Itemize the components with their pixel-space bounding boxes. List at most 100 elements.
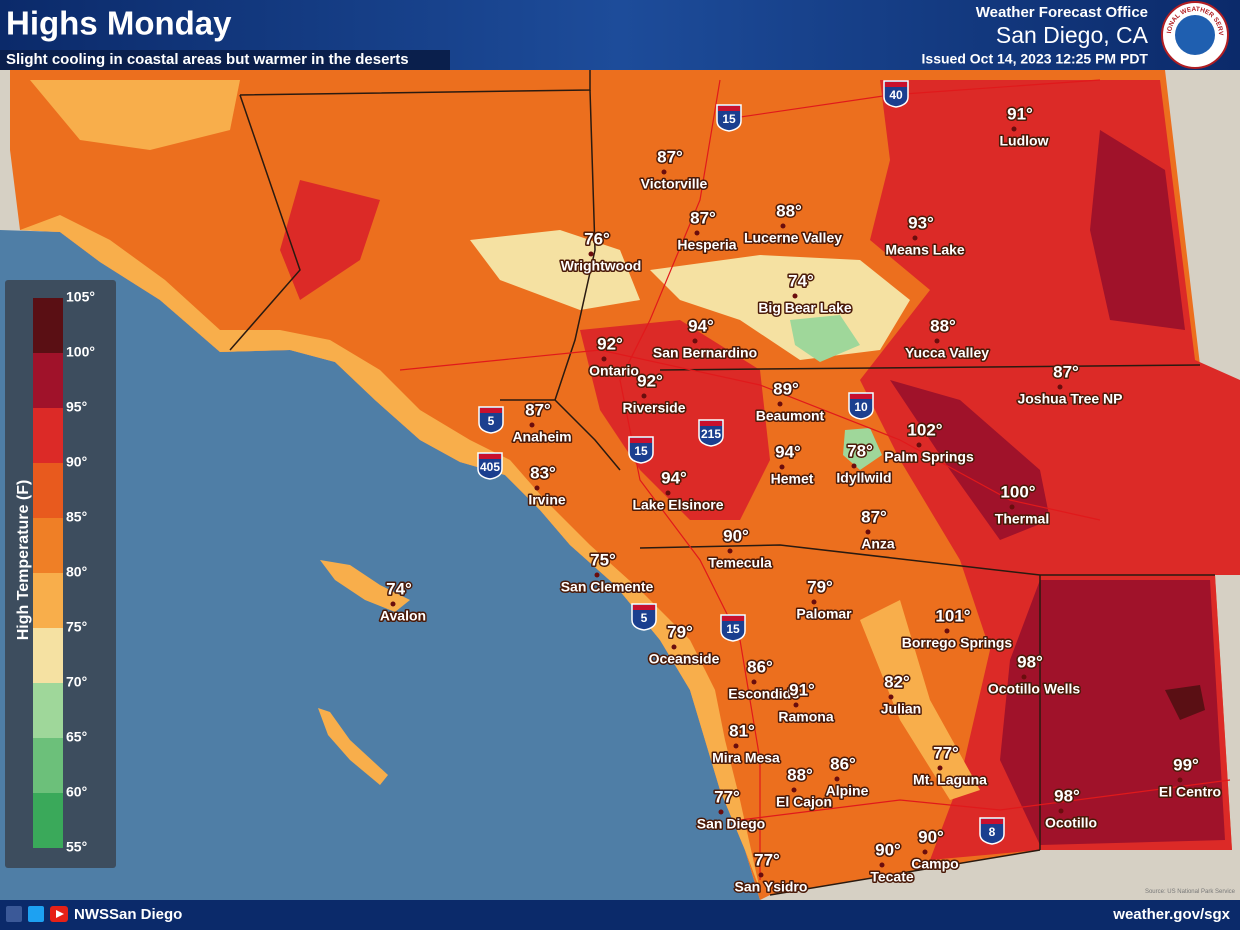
city-name: Lucerne Valley	[744, 230, 842, 246]
shield-number: 10	[854, 400, 868, 414]
website[interactable]: weather.gov/sgx	[1112, 906, 1230, 923]
subtitle-bar	[0, 50, 450, 70]
city-temp: 77°	[933, 743, 959, 762]
social-handle[interactable]: NWSSan Diego	[74, 906, 182, 923]
shield	[979, 817, 1005, 845]
shield	[477, 452, 503, 480]
shield	[628, 436, 654, 464]
shield	[848, 392, 874, 420]
city-dot	[912, 235, 918, 241]
city-name: Big Bear Lake	[758, 300, 852, 316]
city-name: El Cajon	[776, 794, 832, 810]
shield-top	[479, 454, 501, 459]
shield-top	[630, 438, 652, 443]
city-temp: 79°	[807, 577, 833, 596]
shield-number: 15	[726, 622, 740, 636]
city-temp: 94°	[775, 442, 801, 461]
legend-tick: 95°	[66, 399, 87, 415]
city-name: Alpine	[826, 783, 869, 799]
very-hot-zone	[1090, 130, 1185, 330]
city-name: Anza	[861, 536, 895, 552]
city-dot	[733, 743, 739, 749]
city-dot	[694, 230, 700, 236]
cities: 91° Ludlow 87° Victorville 87° Hesperia 88° Luc…	[378, 103, 1222, 896]
city-temp: 98°	[1017, 652, 1043, 671]
city-dot	[934, 338, 940, 344]
legend-tick: 90°	[66, 454, 87, 470]
city-temp: 87°	[525, 400, 551, 419]
legend-band	[33, 573, 63, 628]
city-temp: 87°	[1053, 362, 1079, 381]
youtube-play	[56, 910, 64, 918]
city-name: San Bernardino	[653, 345, 757, 361]
interstates: 40 15 5 405 10 215 15 5 15 8	[477, 80, 1005, 845]
legend-band	[33, 298, 63, 353]
city-dot	[922, 849, 928, 855]
city-name: Palm Springs	[884, 449, 974, 465]
legend-band	[33, 353, 63, 408]
city-dot	[791, 787, 797, 793]
shield	[631, 603, 657, 631]
city-name: Lake Elsinore	[632, 497, 723, 513]
city-dot	[937, 765, 943, 771]
city-dot	[641, 393, 647, 399]
city-temp: 90°	[875, 840, 901, 859]
city-name: Ocotillo	[1045, 815, 1097, 831]
city-temp: 91°	[1007, 104, 1033, 123]
hot-zone	[280, 180, 380, 300]
shield-number: 5	[641, 611, 648, 625]
city-dot	[665, 490, 671, 496]
legend-tick: 100°	[66, 344, 95, 360]
city-name: Wrightwood	[561, 258, 642, 274]
city-temp: 94°	[688, 316, 714, 335]
city-dot	[834, 776, 840, 782]
shield	[883, 80, 909, 108]
twitter-icon[interactable]	[28, 906, 44, 922]
legend-band	[33, 463, 63, 518]
shield-number: 15	[634, 444, 648, 458]
city-dot	[751, 679, 757, 685]
city-dot	[1009, 504, 1015, 510]
legend-tick: 75°	[66, 619, 87, 635]
legend-tick: 80°	[66, 564, 87, 580]
city-name: Oceanside	[649, 651, 720, 667]
city-temp: 92°	[597, 334, 623, 353]
city-dot	[727, 548, 733, 554]
ocean	[0, 230, 760, 900]
city-dot	[671, 644, 677, 650]
city-temp: 90°	[918, 827, 944, 846]
legend-tick: 55°	[66, 839, 87, 855]
city-dot	[792, 293, 798, 299]
city-dot	[879, 862, 885, 868]
city-temp: 77°	[714, 787, 740, 806]
city-dot	[1011, 126, 1017, 132]
shield-number: 8	[989, 825, 996, 839]
shield-number: 5	[488, 414, 495, 428]
city-dot	[534, 485, 540, 491]
city-dot	[851, 463, 857, 469]
shield-number: 215	[701, 427, 721, 441]
shield-top	[885, 82, 907, 87]
city-dot	[718, 809, 724, 815]
city-temp: 87°	[657, 147, 683, 166]
city-dot	[779, 464, 785, 470]
legend-band	[33, 683, 63, 738]
legend-band	[33, 628, 63, 683]
cool-zone	[470, 230, 640, 310]
mountain-zone	[843, 428, 882, 470]
subtitle: Slight cooling in coastal areas but warm…	[6, 51, 409, 68]
city-dot	[390, 601, 396, 607]
city-dot	[888, 694, 894, 700]
footer-bar	[0, 900, 1240, 930]
city-name: Irvine	[528, 492, 566, 508]
shield	[716, 104, 742, 132]
city-temp: 78°	[847, 441, 873, 460]
city-dot	[1057, 384, 1063, 390]
city-dot	[1021, 674, 1027, 680]
shield-top	[981, 819, 1003, 824]
island	[320, 560, 410, 612]
city-dot	[661, 169, 667, 175]
city-name: Joshua Tree NP	[1017, 391, 1122, 407]
facebook-icon[interactable]	[6, 906, 22, 922]
city-name: San Diego	[697, 816, 765, 832]
